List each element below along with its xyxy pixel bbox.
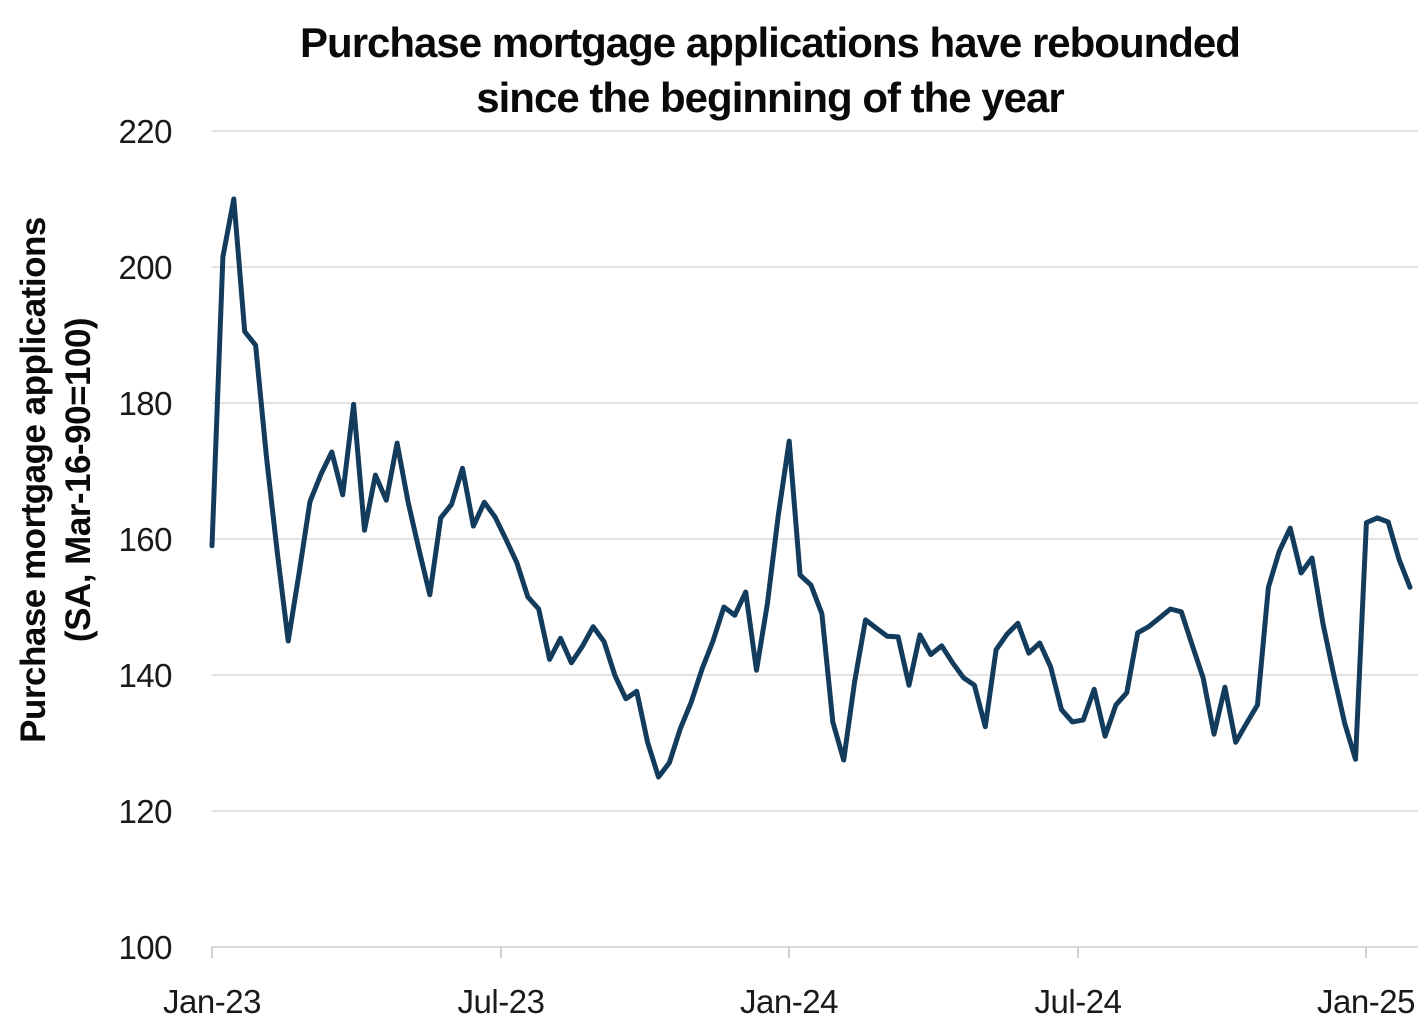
y-tick-label: 220 [118,113,172,150]
y-axis-title-line-1: Purchase mortgage applications [14,217,53,743]
y-axis-labels: 220 200 180 160 140 120 100 [118,113,172,966]
x-tick-label: Jul-24 [1035,983,1122,1020]
x-tick-label: Jan-24 [740,983,838,1020]
gridlines [212,130,1418,948]
series-line [209,196,1413,780]
y-tick-label: 140 [118,657,172,694]
x-tick-label: Jan-23 [163,983,261,1020]
chart-title-line-1: Purchase mortgage applications have rebo… [300,19,1240,66]
y-tick-label: 160 [118,521,172,558]
y-tick-label: 200 [118,249,172,286]
x-axis-labels: Jan-23 Jul-23 Jan-24 Jul-24 Jan-25 [163,983,1415,1020]
chart-title-line-2: since the beginning of the year [476,74,1064,121]
y-tick-label: 180 [118,385,172,422]
x-tick-label: Jan-25 [1317,983,1415,1020]
x-tick-label: Jul-23 [458,983,545,1020]
y-axis-title-line-2: (SA, Mar-16-90=100) [59,318,98,642]
y-tick-label: 120 [118,793,172,830]
x-axis-ticks [211,947,1367,958]
y-tick-label: 100 [118,929,172,966]
